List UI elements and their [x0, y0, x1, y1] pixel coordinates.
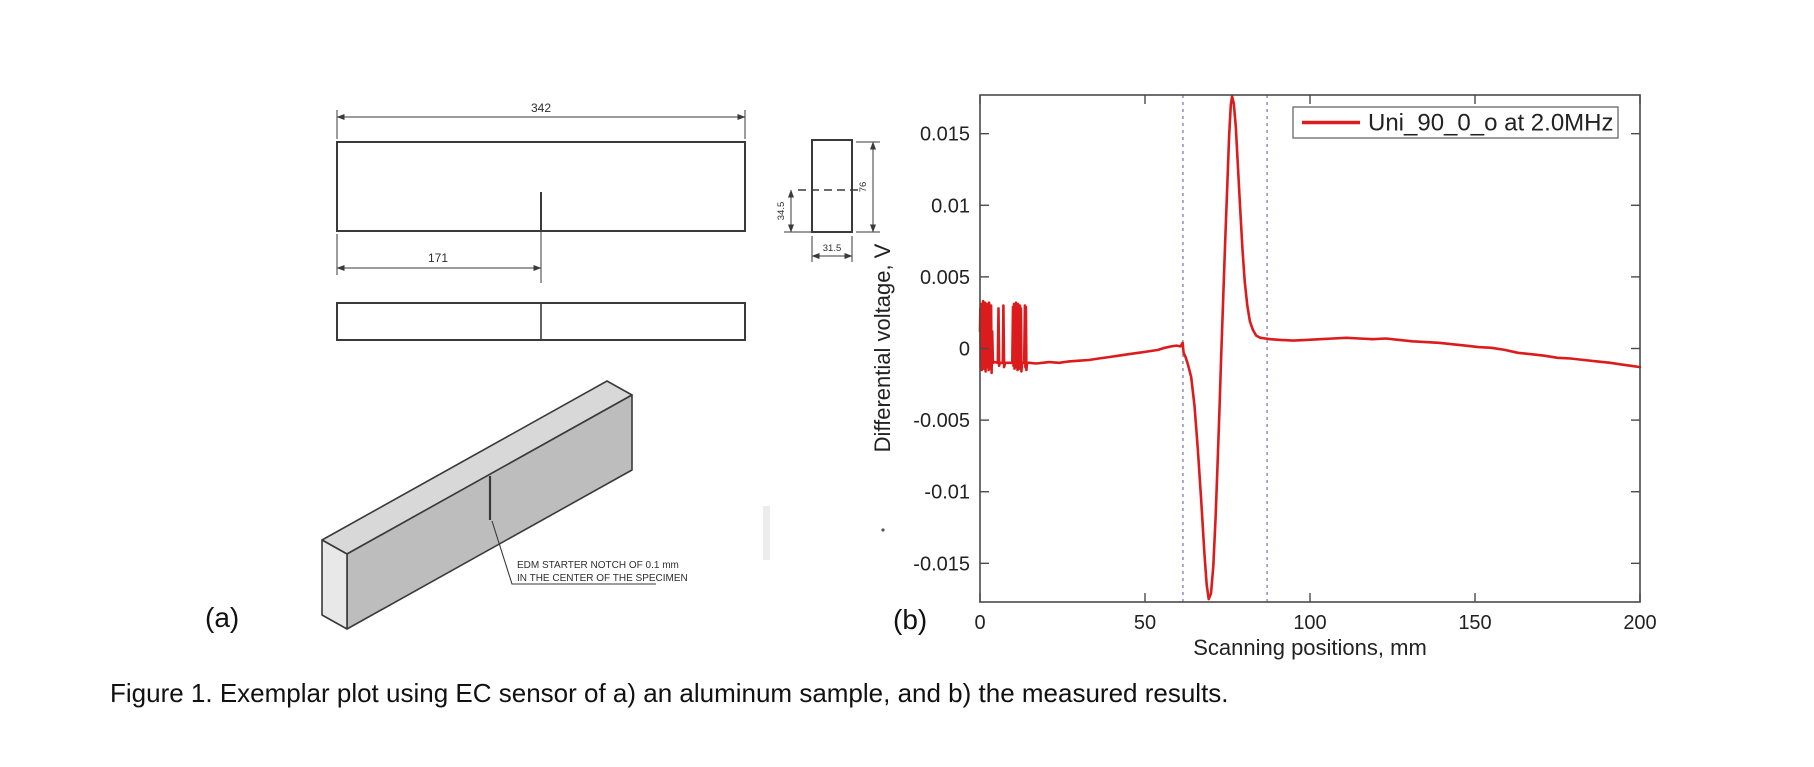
figure-caption: Figure 1. Exemplar plot using EC sensor …: [110, 678, 1229, 708]
panel-b-label: (b): [893, 604, 928, 635]
dim-label-length: 342: [531, 101, 551, 115]
notch-leader-line: [491, 520, 656, 585]
front-view: [336, 110, 746, 283]
y-tick-label: 0: [959, 339, 970, 361]
x-tick-label: 200: [1623, 612, 1656, 634]
legend-box: [1292, 106, 1619, 139]
panel-a-label: (a): [205, 602, 240, 633]
x-tick-label: 50: [1134, 612, 1156, 634]
dim-label-notch-height: 34.5: [776, 202, 787, 221]
scan-speck: [881, 528, 885, 532]
side-view-outline: [811, 139, 853, 233]
side-view: [784, 139, 880, 262]
plot-box: [979, 94, 1641, 603]
bar-end-face: [321, 539, 348, 630]
x-tick-label: 100: [1293, 612, 1326, 634]
y-tick-label: -0.005: [913, 410, 970, 432]
scan-artifact: [763, 506, 770, 560]
dim-label-height: 76: [858, 182, 869, 193]
y-tick-label: 0.015: [920, 124, 970, 146]
legend-label: Uni_90_0_o at 2.0MHz: [1368, 110, 1613, 137]
isometric-specimen: [321, 380, 633, 630]
y-tick-label: 0.005: [920, 267, 970, 289]
y-tick-label: -0.01: [924, 482, 970, 504]
data-curve: [978, 95, 1642, 601]
dim-label-width: 31.5: [823, 243, 842, 254]
x-axis-title: Scanning positions, mm: [1193, 635, 1427, 660]
measurement-chart: Scanning positions, mm Differential volt…: [870, 94, 1657, 660]
y-tick-label: -0.015: [913, 553, 970, 575]
x-tick-label: 0: [974, 612, 985, 634]
x-tick-label: 150: [1458, 612, 1491, 634]
y-axis-title: Differential voltage, V: [870, 243, 895, 452]
y-tick-label: 0.01: [931, 195, 970, 217]
notch-note-line1: EDM STARTER NOTCH OF 0.1 mm: [517, 560, 679, 571]
dim-label-notch-offset: 171: [428, 251, 448, 265]
specimen-drawing: 342 171 34.5 31.5 76: [321, 101, 880, 630]
top-view: [336, 302, 746, 341]
notch-note-line2: IN THE CENTER OF THE SPECIMEN: [517, 573, 688, 584]
